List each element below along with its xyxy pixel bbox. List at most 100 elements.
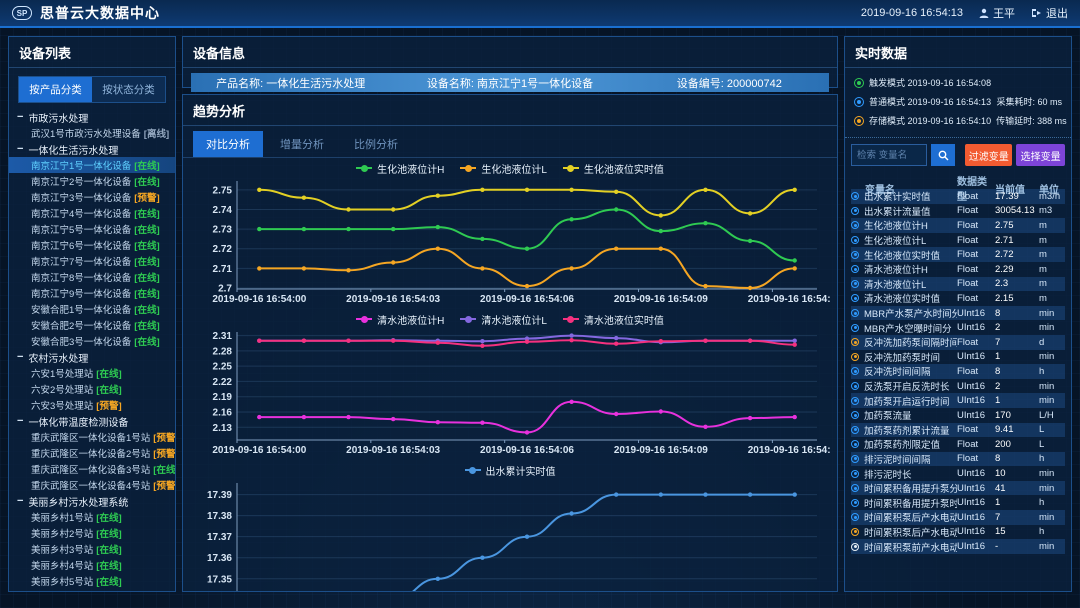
variable-status-icon[interactable] [851,280,859,288]
legend-item[interactable]: 清水池液位计L [460,312,547,327]
table-row[interactable]: 时间累积泵前产水电动阀分UInt16-min [851,539,1065,554]
search-button[interactable] [931,144,955,166]
collapse-icon[interactable]: − [17,495,23,507]
variable-status-icon[interactable] [851,294,859,302]
table-row[interactable]: 排污泥时长UInt1610min [851,466,1065,481]
legend-item[interactable]: 清水池液位实时值 [563,312,664,327]
device-item[interactable]: 六安2号处理站[在线] [9,381,175,397]
table-row[interactable]: 时间累积泵后产水电动阀时UInt1615h [851,525,1065,540]
variable-status-icon[interactable] [851,397,859,405]
device-group-row[interactable]: −一体化生活污水处理 [9,141,175,157]
device-group-row[interactable]: −市政污水处理 [9,109,175,125]
variable-status-icon[interactable] [851,367,859,375]
device-group-row[interactable]: −农村污水处理 [9,349,175,365]
variable-status-icon[interactable] [851,382,859,390]
device-item[interactable]: 重庆武隆区一体化设备4号站[预警] [9,477,175,493]
variable-status-icon[interactable] [851,455,859,463]
variable-status-icon[interactable] [851,221,859,229]
logout-button[interactable]: 退出 [1031,5,1068,21]
variable-status-icon[interactable] [851,513,859,521]
table-row[interactable]: 加药泵开启运行时间UInt161min [851,393,1065,408]
table-row[interactable]: 生化池液位计HFloat2.75m [851,218,1065,233]
variable-status-icon[interactable] [851,251,859,259]
legend-item[interactable]: 生化池液位计L [460,161,547,176]
table-row[interactable]: 清水池液位实时值Float2.15m [851,291,1065,306]
sidebar-tab-1[interactable]: 按产品分类 [19,77,92,102]
variable-status-icon[interactable] [851,265,859,273]
collapse-icon[interactable]: − [17,351,23,363]
select-variables-button[interactable]: 选择变量 [1016,144,1065,166]
device-item[interactable]: 南京江宁1号一体化设备[在线] [9,157,175,173]
device-item[interactable]: 南京江宁9号一体化设备[在线] [9,285,175,301]
table-row[interactable]: 加药泵流量UInt16170L/H [851,408,1065,423]
device-item[interactable]: 南京江宁5号一体化设备[在线] [9,221,175,237]
table-row[interactable]: 出水累计实时值Float17.39m3/h [851,189,1065,204]
table-row[interactable]: 时间累积泵后产水电动阀分UInt167min [851,510,1065,525]
user-menu[interactable]: 王平 [979,5,1015,21]
variable-status-icon[interactable] [851,499,859,507]
filter-variables-button[interactable]: 过滤变量 [965,144,1012,166]
device-item[interactable]: 美丽乡村3号站[在线] [9,541,175,557]
table-row[interactable]: 加药泵药剂限定值Float200L [851,437,1065,452]
table-row[interactable]: MBR产水泵产水时间分UInt168min [851,306,1065,321]
sidebar-tab-2[interactable]: 按状态分类 [92,77,165,102]
device-item[interactable]: 南京江宁3号一体化设备[预警] [9,189,175,205]
variable-status-icon[interactable] [851,353,859,361]
table-row[interactable]: 反冲洗时间间隔Float8h [851,364,1065,379]
device-item[interactable]: 南京江宁7号一体化设备[在线] [9,253,175,269]
legend-item[interactable]: 生化池液位实时值 [563,161,664,176]
collapse-icon[interactable]: − [17,415,23,427]
device-item[interactable]: 六安3号处理站[预警] [9,397,175,413]
device-item[interactable]: 南京江宁2号一体化设备[在线] [9,173,175,189]
collapse-icon[interactable]: − [17,111,23,123]
table-row[interactable]: MBR产水空曝时间分UInt162min [851,320,1065,335]
device-item[interactable]: 南京江宁8号一体化设备[在线] [9,269,175,285]
device-item[interactable]: 安徽合肥2号一体化设备[在线] [9,317,175,333]
table-row[interactable]: 生化池液位计LFloat2.71m [851,233,1065,248]
legend-item[interactable]: 清水池液位计H [356,312,444,327]
variable-status-icon[interactable] [851,426,859,434]
trend-tab-1[interactable]: 对比分析 [193,131,263,157]
device-item[interactable]: 美丽乡村6号站[预警] [9,589,175,592]
device-item[interactable]: 美丽乡村5号站[在线] [9,573,175,589]
collapse-icon[interactable]: − [17,143,23,155]
table-row[interactable]: 加药泵药剂累计流量Float9.41L [851,423,1065,438]
variable-status-icon[interactable] [851,411,859,419]
device-item[interactable]: 南京江宁6号一体化设备[在线] [9,237,175,253]
table-row[interactable]: 时间累积备用提升泵分UInt1641min [851,481,1065,496]
table-row[interactable]: 出水累计流量值Float30054.13m3 [851,204,1065,219]
trend-tab-3[interactable]: 比例分析 [341,131,411,157]
table-row[interactable]: 反冲洗加药泵时间UInt161min [851,350,1065,365]
table-row[interactable]: 生化池液位实时值Float2.72m [851,247,1065,262]
device-item[interactable]: 美丽乡村1号站[在线] [9,509,175,525]
table-row[interactable]: 反冲洗加药泵间隔时间Float7d [851,335,1065,350]
variable-status-icon[interactable] [851,338,859,346]
variable-status-icon[interactable] [851,528,859,536]
device-item[interactable]: 武汉1号市政污水处理设备[离线] [9,125,175,141]
variable-status-icon[interactable] [851,470,859,478]
variable-status-icon[interactable] [851,440,859,448]
table-row[interactable]: 排污泥时间间隔Float8h [851,452,1065,467]
device-item[interactable]: 美丽乡村4号站[在线] [9,557,175,573]
table-row[interactable]: 清水池液位计LFloat2.3m [851,277,1065,292]
table-row[interactable]: 反洗泵开启反洗时长UInt162min [851,379,1065,394]
device-item[interactable]: 六安1号处理站[在线] [9,365,175,381]
variable-status-icon[interactable] [851,309,859,317]
device-item[interactable]: 安徽合肥1号一体化设备[在线] [9,301,175,317]
variable-status-icon[interactable] [851,543,859,551]
device-group-row[interactable]: −一体化带温度检测设备 [9,413,175,429]
variable-status-icon[interactable] [851,236,859,244]
search-input[interactable] [851,144,927,166]
variable-status-icon[interactable] [851,207,859,215]
variable-status-icon[interactable] [851,324,859,332]
legend-item[interactable]: 出水累计实时值 [465,463,556,478]
device-item[interactable]: 重庆武隆区一体化设备3号站[在线] [9,461,175,477]
device-item[interactable]: 安徽合肥3号一体化设备[在线] [9,333,175,349]
device-item[interactable]: 南京江宁4号一体化设备[在线] [9,205,175,221]
table-row[interactable]: 时间累积备用提升泵时UInt161h [851,495,1065,510]
table-row[interactable]: 清水池液位计HFloat2.29m [851,262,1065,277]
device-item[interactable]: 重庆武隆区一体化设备2号站[预警] [9,445,175,461]
device-group-row[interactable]: −美丽乡村污水处理系统 [9,493,175,509]
legend-item[interactable]: 生化池液位计H [356,161,444,176]
device-item[interactable]: 美丽乡村2号站[在线] [9,525,175,541]
